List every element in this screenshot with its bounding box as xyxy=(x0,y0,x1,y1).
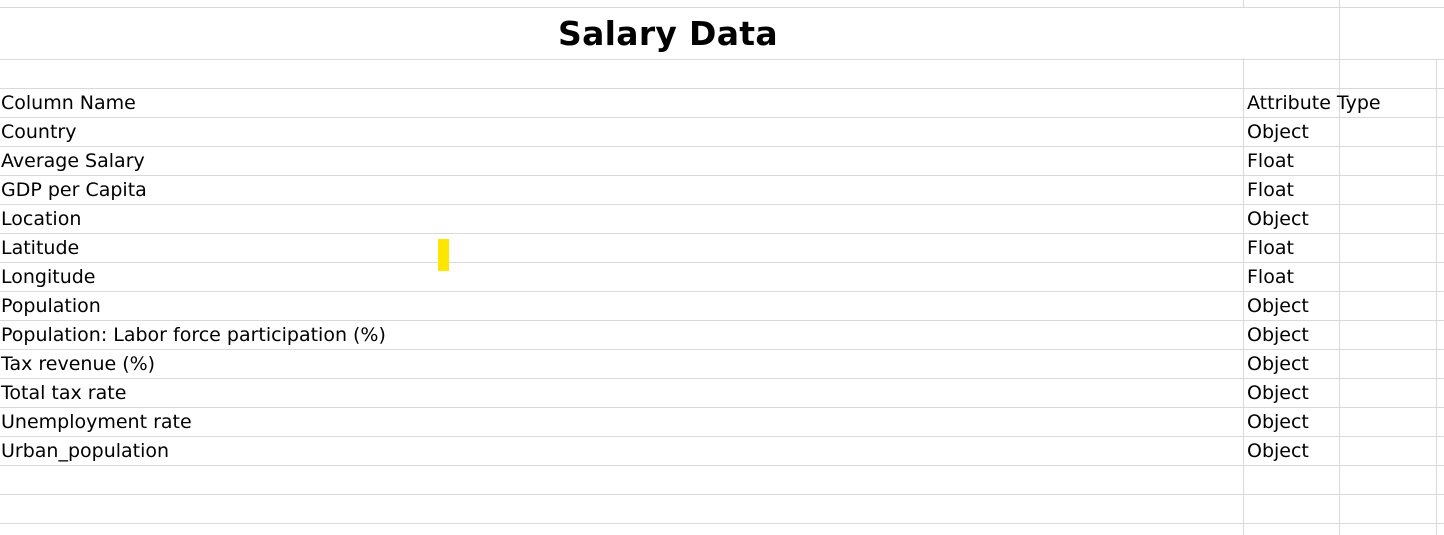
cell-attribute-type[interactable]: Float xyxy=(1247,150,1294,172)
cell-column-name[interactable]: Population: Labor force participation (%… xyxy=(1,324,386,346)
cell-column-name[interactable]: Country xyxy=(1,121,77,143)
header-attribute-type[interactable]: Attribute Type xyxy=(1247,92,1381,114)
gridline xyxy=(0,320,1444,321)
gridline xyxy=(1243,0,1244,535)
gridline xyxy=(0,436,1444,437)
cell-column-name[interactable]: Latitude xyxy=(1,237,80,259)
cell-attribute-type[interactable]: Object xyxy=(1247,382,1309,404)
cell-attribute-type[interactable]: Object xyxy=(1247,440,1309,462)
cell-attribute-type[interactable]: Object xyxy=(1247,121,1309,143)
gridline xyxy=(0,7,1444,8)
sheet-title: Salary Data xyxy=(558,14,778,53)
gridline xyxy=(0,378,1444,379)
gridline xyxy=(0,262,1444,263)
cell-attribute-type[interactable]: Object xyxy=(1247,295,1309,317)
gridline xyxy=(0,494,1444,495)
gridline xyxy=(0,291,1444,292)
cell-column-name[interactable]: Average Salary xyxy=(1,150,145,172)
cell-column-name[interactable]: Urban_population xyxy=(1,440,170,462)
cell-attribute-type[interactable]: Object xyxy=(1247,353,1309,375)
cell-attribute-type[interactable]: Object xyxy=(1247,208,1309,230)
cell-column-name[interactable]: Tax revenue (%) xyxy=(1,353,156,375)
gridline xyxy=(1339,0,1340,535)
gridline xyxy=(0,523,1444,524)
header-column-name[interactable]: Column Name xyxy=(1,92,136,114)
gridline xyxy=(0,117,1444,118)
cell-column-name[interactable]: GDP per Capita xyxy=(1,179,147,201)
gridline xyxy=(0,407,1444,408)
gridline xyxy=(0,175,1444,176)
gridline xyxy=(0,465,1444,466)
gridline xyxy=(1436,60,1437,535)
yellow-highlight-mark xyxy=(438,239,449,271)
gridline xyxy=(0,233,1444,234)
title-cell[interactable] xyxy=(0,8,1339,58)
gridline xyxy=(0,59,1444,60)
cell-column-name[interactable]: Longitude xyxy=(1,266,96,288)
cell-attribute-type[interactable]: Float xyxy=(1247,179,1294,201)
gridline xyxy=(0,204,1444,205)
cell-attribute-type[interactable]: Object xyxy=(1247,411,1309,433)
cell-column-name[interactable]: Population xyxy=(1,295,101,317)
cell-attribute-type[interactable]: Object xyxy=(1247,324,1309,346)
cell-column-name[interactable]: Location xyxy=(1,208,82,230)
cell-column-name[interactable]: Total tax rate xyxy=(1,382,127,404)
cell-attribute-type[interactable]: Float xyxy=(1247,266,1294,288)
gridline xyxy=(0,146,1444,147)
cell-column-name[interactable]: Unemployment rate xyxy=(1,411,192,433)
gridline xyxy=(0,349,1444,350)
cell-attribute-type[interactable]: Float xyxy=(1247,237,1294,259)
gridline xyxy=(0,88,1444,89)
